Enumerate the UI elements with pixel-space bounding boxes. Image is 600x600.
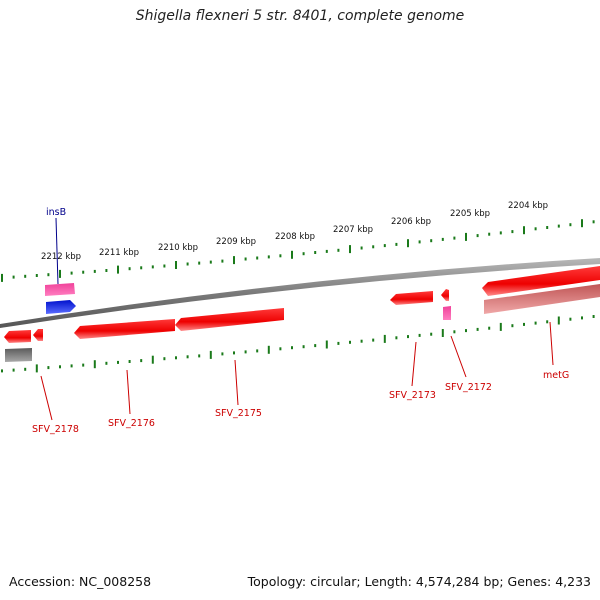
genome-summary-text: Topology: circular; Length: 4,574,284 bp… [247, 574, 591, 589]
svg-text:SFV_2176: SFV_2176 [108, 418, 155, 429]
gene-gray[interactable] [5, 348, 32, 362]
kbp-label: 2204 kbp [508, 201, 548, 211]
gene-blue[interactable] [46, 300, 76, 314]
kbp-label: 2210 kbp [158, 243, 198, 253]
kbp-label: 2206 kbp [391, 217, 431, 227]
genome-title: Shigella flexneri 5 str. 8401, complete … [135, 8, 465, 24]
genome-backbone [0, 258, 600, 328]
label-SFV_2173: SFV_2173 [389, 341, 436, 401]
svg-text:metG: metG [543, 370, 569, 381]
inner-tick-track [1, 315, 595, 373]
gene-SFV_2176[interactable] [74, 319, 175, 339]
kbp-label: 2207 kbp [333, 225, 373, 235]
label-metG: metG [543, 321, 569, 381]
gene-red-left-2[interactable] [33, 329, 43, 341]
kbp-label: 2209 kbp [216, 237, 256, 247]
accession-text: Accession: NC_008258 [9, 574, 152, 589]
svg-text:SFV_2172: SFV_2172 [445, 382, 492, 393]
svg-text:SFV_2175: SFV_2175 [215, 408, 262, 419]
gene-red-upper-1[interactable] [390, 291, 433, 305]
label-SFV_2172: SFV_2172 [445, 335, 492, 393]
svg-text:SFV_2178: SFV_2178 [32, 424, 79, 435]
gene-metG-red[interactable] [482, 266, 600, 296]
kbp-label: 2205 kbp [450, 209, 490, 219]
gene-faded-red[interactable] [484, 284, 600, 314]
svg-text:insB: insB [46, 207, 66, 218]
label-SFV_2178: SFV_2178 [32, 375, 79, 435]
kbp-label: 2212 kbp [41, 252, 81, 262]
outer-tick-track [1, 219, 595, 282]
label-SFV_2176: SFV_2176 [108, 369, 155, 429]
kbp-scale: 2212 kbp 2211 kbp 2210 kbp 2209 kbp 2208… [41, 201, 548, 262]
label-insB: insB [46, 207, 66, 285]
svg-text:SFV_2173: SFV_2173 [389, 390, 436, 401]
kbp-label: 2211 kbp [99, 248, 139, 258]
gene-insB-pink[interactable] [45, 283, 75, 296]
gene-red-upper-small[interactable] [441, 289, 449, 301]
gene-red-left-1[interactable] [4, 330, 31, 343]
label-SFV_2175: SFV_2175 [215, 359, 262, 419]
kbp-label: 2208 kbp [275, 232, 315, 242]
gene-SFV_2175[interactable] [175, 308, 284, 331]
gene-pink-small[interactable] [443, 306, 451, 320]
